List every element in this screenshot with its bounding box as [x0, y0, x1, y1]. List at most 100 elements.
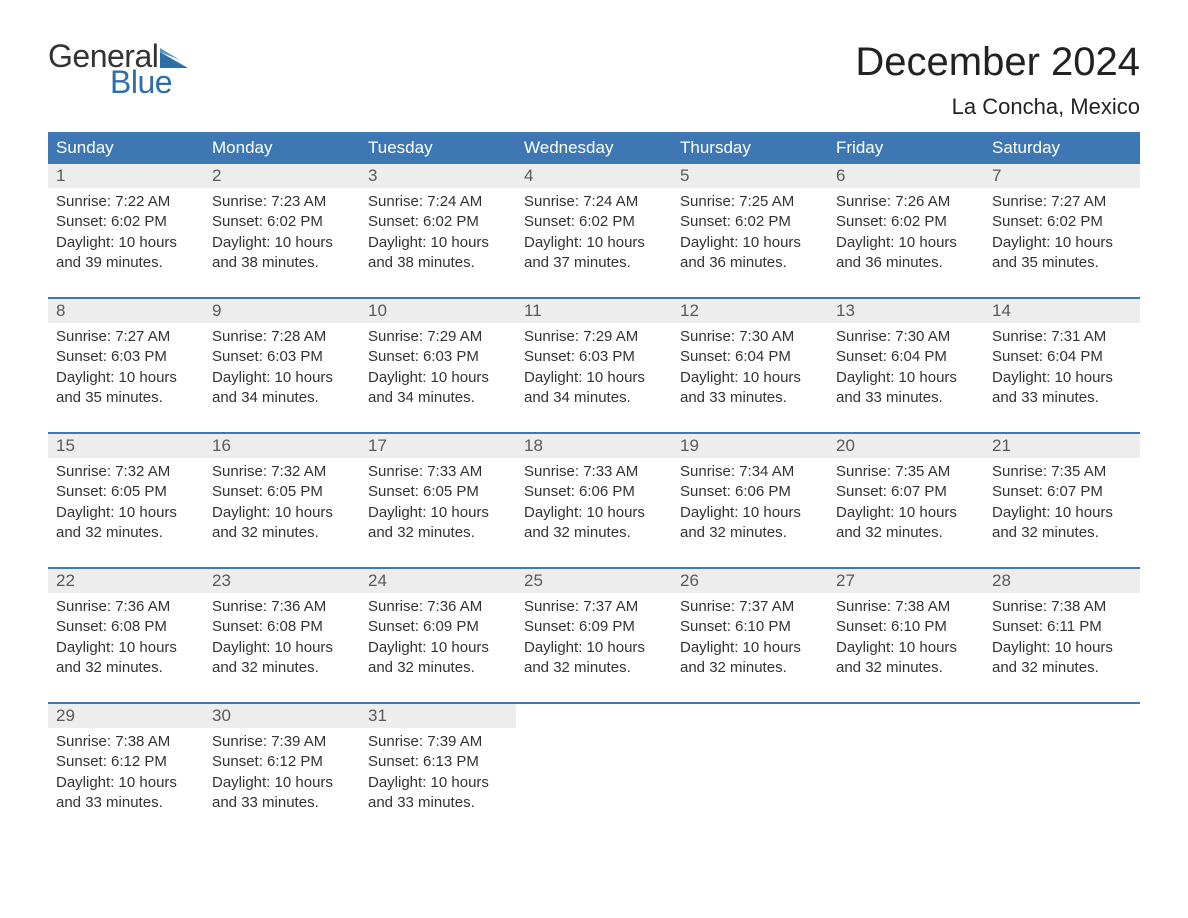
sunrise-text: Sunrise: 7:33 AM	[368, 462, 508, 482]
daylight-text-2: and 34 minutes.	[212, 388, 352, 408]
daylight-text-2: and 32 minutes.	[836, 658, 976, 678]
daylight-text-2: and 33 minutes.	[212, 793, 352, 813]
sunset-text: Sunset: 6:03 PM	[368, 347, 508, 367]
daylight-text-1: Daylight: 10 hours	[524, 638, 664, 658]
day-number-cell: 18	[516, 434, 672, 458]
day-detail-row: Sunrise: 7:27 AMSunset: 6:03 PMDaylight:…	[48, 323, 1140, 433]
sunrise-text: Sunrise: 7:27 AM	[992, 192, 1132, 212]
day-number-row: 1234567	[48, 164, 1140, 188]
day-detail-cell: Sunrise: 7:30 AMSunset: 6:04 PMDaylight:…	[672, 323, 828, 433]
sunset-text: Sunset: 6:02 PM	[212, 212, 352, 232]
day-number-cell: 20	[828, 434, 984, 458]
day-number-cell: 22	[48, 569, 204, 593]
daylight-text-2: and 33 minutes.	[992, 388, 1132, 408]
day-number-row: 22232425262728	[48, 569, 1140, 593]
day-of-week-row: SundayMondayTuesdayWednesdayThursdayFrid…	[48, 132, 1140, 164]
daylight-text-2: and 34 minutes.	[368, 388, 508, 408]
day-number-cell: 21	[984, 434, 1140, 458]
day-of-week-header: Wednesday	[516, 132, 672, 164]
day-number-row: 293031	[48, 704, 1140, 728]
daylight-text-1: Daylight: 10 hours	[680, 638, 820, 658]
day-of-week-header: Saturday	[984, 132, 1140, 164]
sunrise-text: Sunrise: 7:25 AM	[680, 192, 820, 212]
daylight-text-1: Daylight: 10 hours	[56, 503, 196, 523]
sunrise-text: Sunrise: 7:26 AM	[836, 192, 976, 212]
day-detail-cell: Sunrise: 7:38 AMSunset: 6:11 PMDaylight:…	[984, 593, 1140, 703]
daylight-text-2: and 32 minutes.	[680, 523, 820, 543]
month-title: December 2024	[855, 40, 1140, 84]
day-number-cell	[672, 704, 828, 728]
sunrise-text: Sunrise: 7:39 AM	[368, 732, 508, 752]
sunset-text: Sunset: 6:04 PM	[680, 347, 820, 367]
sunset-text: Sunset: 6:02 PM	[992, 212, 1132, 232]
location-label: La Concha, Mexico	[855, 94, 1140, 120]
sunrise-text: Sunrise: 7:24 AM	[524, 192, 664, 212]
daylight-text-2: and 32 minutes.	[212, 523, 352, 543]
sunset-text: Sunset: 6:05 PM	[56, 482, 196, 502]
day-number-cell: 23	[204, 569, 360, 593]
day-number-cell: 3	[360, 164, 516, 188]
day-number-cell: 15	[48, 434, 204, 458]
sunrise-text: Sunrise: 7:35 AM	[992, 462, 1132, 482]
sunset-text: Sunset: 6:07 PM	[836, 482, 976, 502]
day-detail-cell: Sunrise: 7:33 AMSunset: 6:06 PMDaylight:…	[516, 458, 672, 568]
sunset-text: Sunset: 6:13 PM	[368, 752, 508, 772]
day-number-cell: 1	[48, 164, 204, 188]
daylight-text-2: and 33 minutes.	[56, 793, 196, 813]
day-number-cell: 29	[48, 704, 204, 728]
daylight-text-2: and 32 minutes.	[992, 658, 1132, 678]
sunrise-text: Sunrise: 7:28 AM	[212, 327, 352, 347]
day-number-cell: 19	[672, 434, 828, 458]
day-number-cell	[828, 704, 984, 728]
day-detail-cell: Sunrise: 7:24 AMSunset: 6:02 PMDaylight:…	[516, 188, 672, 298]
daylight-text-1: Daylight: 10 hours	[212, 233, 352, 253]
day-number-cell: 24	[360, 569, 516, 593]
page-header: General Blue December 2024 La Concha, Me…	[48, 40, 1140, 120]
day-detail-cell: Sunrise: 7:27 AMSunset: 6:03 PMDaylight:…	[48, 323, 204, 433]
day-detail-cell: Sunrise: 7:36 AMSunset: 6:08 PMDaylight:…	[48, 593, 204, 703]
daylight-text-1: Daylight: 10 hours	[56, 368, 196, 388]
sunset-text: Sunset: 6:09 PM	[524, 617, 664, 637]
daylight-text-2: and 38 minutes.	[368, 253, 508, 273]
day-detail-cell	[984, 728, 1140, 837]
sunset-text: Sunset: 6:09 PM	[368, 617, 508, 637]
day-detail-cell: Sunrise: 7:32 AMSunset: 6:05 PMDaylight:…	[48, 458, 204, 568]
day-detail-cell	[516, 728, 672, 837]
day-detail-cell: Sunrise: 7:29 AMSunset: 6:03 PMDaylight:…	[516, 323, 672, 433]
sunrise-text: Sunrise: 7:38 AM	[836, 597, 976, 617]
daylight-text-1: Daylight: 10 hours	[836, 503, 976, 523]
daylight-text-1: Daylight: 10 hours	[992, 503, 1132, 523]
day-detail-cell: Sunrise: 7:34 AMSunset: 6:06 PMDaylight:…	[672, 458, 828, 568]
daylight-text-2: and 33 minutes.	[836, 388, 976, 408]
sunset-text: Sunset: 6:12 PM	[56, 752, 196, 772]
sunset-text: Sunset: 6:02 PM	[56, 212, 196, 232]
day-detail-row: Sunrise: 7:36 AMSunset: 6:08 PMDaylight:…	[48, 593, 1140, 703]
day-detail-cell: Sunrise: 7:25 AMSunset: 6:02 PMDaylight:…	[672, 188, 828, 298]
day-of-week-header: Thursday	[672, 132, 828, 164]
sunrise-text: Sunrise: 7:35 AM	[836, 462, 976, 482]
daylight-text-2: and 35 minutes.	[56, 388, 196, 408]
sunset-text: Sunset: 6:11 PM	[992, 617, 1132, 637]
daylight-text-1: Daylight: 10 hours	[56, 233, 196, 253]
sunset-text: Sunset: 6:12 PM	[212, 752, 352, 772]
daylight-text-2: and 32 minutes.	[524, 523, 664, 543]
daylight-text-2: and 38 minutes.	[212, 253, 352, 273]
day-detail-cell: Sunrise: 7:23 AMSunset: 6:02 PMDaylight:…	[204, 188, 360, 298]
daylight-text-2: and 35 minutes.	[992, 253, 1132, 273]
daylight-text-2: and 32 minutes.	[992, 523, 1132, 543]
sunrise-text: Sunrise: 7:30 AM	[680, 327, 820, 347]
calendar-table: SundayMondayTuesdayWednesdayThursdayFrid…	[48, 132, 1140, 837]
sunset-text: Sunset: 6:02 PM	[680, 212, 820, 232]
daylight-text-1: Daylight: 10 hours	[836, 368, 976, 388]
day-number-cell: 6	[828, 164, 984, 188]
daylight-text-2: and 32 minutes.	[212, 658, 352, 678]
daylight-text-2: and 33 minutes.	[680, 388, 820, 408]
daylight-text-2: and 32 minutes.	[836, 523, 976, 543]
sunrise-text: Sunrise: 7:29 AM	[368, 327, 508, 347]
day-detail-cell: Sunrise: 7:32 AMSunset: 6:05 PMDaylight:…	[204, 458, 360, 568]
day-detail-cell: Sunrise: 7:24 AMSunset: 6:02 PMDaylight:…	[360, 188, 516, 298]
daylight-text-1: Daylight: 10 hours	[836, 638, 976, 658]
sunrise-text: Sunrise: 7:30 AM	[836, 327, 976, 347]
daylight-text-1: Daylight: 10 hours	[212, 638, 352, 658]
day-detail-cell: Sunrise: 7:38 AMSunset: 6:10 PMDaylight:…	[828, 593, 984, 703]
